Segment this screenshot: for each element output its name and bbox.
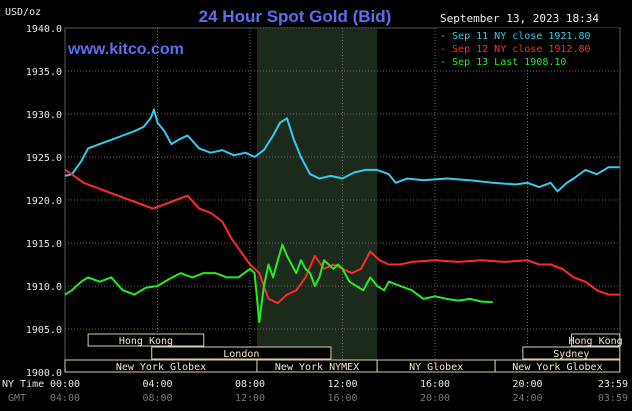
y-tick-label: 1940.0 xyxy=(26,24,62,35)
y-axis-label: USD/oz xyxy=(5,7,41,18)
chart-title: 24 Hour Spot Gold (Bid) xyxy=(199,7,392,26)
session-label: New York NYMEX xyxy=(275,362,359,373)
legend-entry: - Sep 13 Last 1908.10 xyxy=(440,57,566,68)
session-label: Hong Kong xyxy=(119,336,173,347)
session-bar xyxy=(87,333,205,347)
session-bars: Hong Kong Hong Kong London Sydney New York G… xyxy=(64,333,623,373)
y-tick-label: 1925.0 xyxy=(26,153,62,164)
x-tick-label-gmt: 24:00 xyxy=(512,393,542,404)
legend: - Sep 11 NY close 1921.80 - Sep 12 NY clo… xyxy=(436,28,618,68)
x-tick-label-ny: 04:00 xyxy=(142,379,172,390)
session-bar xyxy=(522,346,621,360)
x-tick-label-gmt: 08:00 xyxy=(142,393,172,404)
series-line-sep-13 xyxy=(64,243,493,324)
y-tick-label: 1915.0 xyxy=(26,239,62,250)
x-tick-label-ny: 12:00 xyxy=(327,379,357,390)
timestamp: September 13, 2023 18:34 xyxy=(440,12,599,25)
legend-box xyxy=(436,28,618,68)
series-line-sep-12 xyxy=(64,169,620,305)
x-tick-label-ny: 20:00 xyxy=(512,379,542,390)
y-tick-label: 1920.0 xyxy=(26,196,62,207)
axis-labels: 1940.0 1935.0 1930.0 1925.0 1920.0 1915.0 1910… xyxy=(2,24,628,404)
session-label: Hong Kong xyxy=(569,336,623,347)
y-tick-label: 1910.0 xyxy=(26,282,62,293)
y-tick-label: 1905.0 xyxy=(26,325,62,336)
session-label: New York Globex xyxy=(512,362,602,373)
x-tick-label-ny: 00:00 xyxy=(50,379,80,390)
ny-time-label: NY Time xyxy=(2,379,44,390)
session-label: Sydney xyxy=(553,349,589,360)
gmt-label: GMT xyxy=(8,393,26,404)
x-tick-label-gmt: 20:00 xyxy=(420,393,450,404)
session-label: New York Globex xyxy=(116,362,206,373)
x-tick-label-ny: 23:59 xyxy=(598,379,628,390)
y-tick-label: 1930.0 xyxy=(26,110,62,121)
session-bar xyxy=(570,333,621,347)
y-tick-label: 1935.0 xyxy=(26,67,62,78)
y-tick-label: 1900.0 xyxy=(26,368,62,379)
series-lines xyxy=(64,108,620,324)
x-tick-label-ny: 16:00 xyxy=(420,379,450,390)
x-tick-label-gmt: 03:59 xyxy=(598,393,628,404)
site-link[interactable]: www.kitco.com xyxy=(67,41,184,58)
x-tick-label-gmt: 12:00 xyxy=(235,393,265,404)
session-bar xyxy=(494,359,621,373)
session-bar xyxy=(151,346,332,360)
legend-entry: - Sep 12 NY close 1912.80 xyxy=(440,44,591,55)
session-label: London xyxy=(223,349,259,360)
series-line-sep-11 xyxy=(64,108,620,193)
x-tick-label-ny: 08:00 xyxy=(235,379,265,390)
x-tick-label-gmt: 04:00 xyxy=(50,393,80,404)
x-tick-label-gmt: 16:00 xyxy=(327,393,357,404)
legend-entry: - Sep 11 NY close 1921.80 xyxy=(440,31,591,42)
session-label: NY Globex xyxy=(409,362,463,373)
